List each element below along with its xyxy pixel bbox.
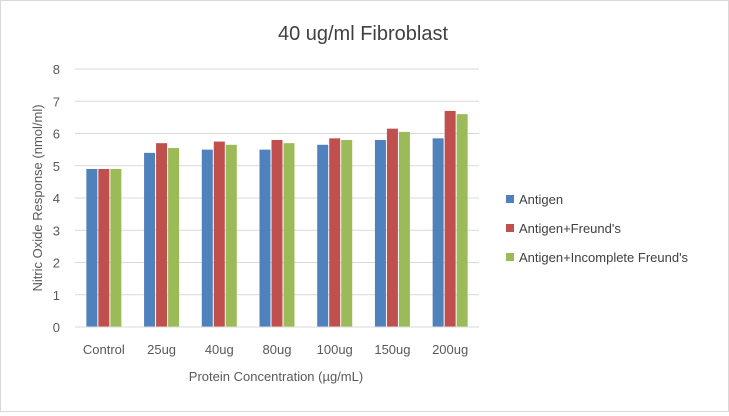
y-tick-label: 6 [53, 127, 60, 142]
legend-label: Antigen [519, 192, 563, 207]
x-tick-label: 80ug [263, 342, 292, 357]
bar [386, 128, 398, 327]
y-axis-title: Nitric Oxide Response (nmol/ml) [30, 104, 45, 291]
bar [317, 144, 329, 327]
bar [271, 139, 283, 327]
x-axis-ticks: Control 25ug 40ug 80ug 100ug 150ug 200ug [83, 342, 468, 357]
bar [456, 114, 468, 328]
x-tick-label: 25ug [147, 342, 176, 357]
y-tick-label: 3 [53, 223, 60, 238]
x-tick-label: 150ug [374, 342, 410, 357]
chart-title: 40 ug/ml Fibroblast [278, 23, 449, 45]
bar [201, 149, 213, 327]
legend-label: Antigen+Freund's [519, 221, 621, 236]
x-tick-label: Control [83, 342, 125, 357]
bar [432, 138, 444, 327]
bar [329, 138, 341, 327]
y-tick-label: 2 [53, 256, 60, 271]
y-tick-label: 5 [53, 159, 60, 174]
bar [374, 139, 386, 327]
bar [86, 168, 98, 327]
x-tick-label: 100ug [317, 342, 353, 357]
bar [156, 143, 168, 327]
bar [98, 168, 110, 327]
legend-swatch [506, 224, 514, 232]
x-tick-label: 200ug [432, 342, 468, 357]
y-axis-ticks: 0 1 2 3 4 5 6 7 8 [53, 62, 60, 335]
bar [259, 149, 271, 327]
bar [213, 141, 225, 327]
x-axis-title: Protein Concentration (µg/mL) [189, 369, 363, 384]
bar [110, 168, 122, 327]
y-tick-label: 4 [53, 191, 60, 206]
y-tick-label: 0 [53, 320, 60, 335]
legend-swatch [506, 253, 514, 261]
y-tick-label: 1 [53, 288, 60, 303]
y-tick-label: 7 [53, 94, 60, 109]
legend-swatch [506, 195, 514, 203]
legend-label: Antigen+Incomplete Freund's [519, 250, 689, 265]
legend: Antigen Antigen+Freund's Antigen+Incomplet… [506, 192, 689, 265]
bars [86, 110, 468, 328]
bar [283, 143, 295, 327]
bar [225, 144, 237, 327]
bar [341, 139, 353, 327]
bar [144, 152, 156, 327]
bar [444, 110, 456, 327]
bar [168, 148, 180, 327]
x-tick-label: 40ug [205, 342, 234, 357]
y-tick-label: 8 [53, 62, 60, 77]
bar [398, 131, 410, 327]
